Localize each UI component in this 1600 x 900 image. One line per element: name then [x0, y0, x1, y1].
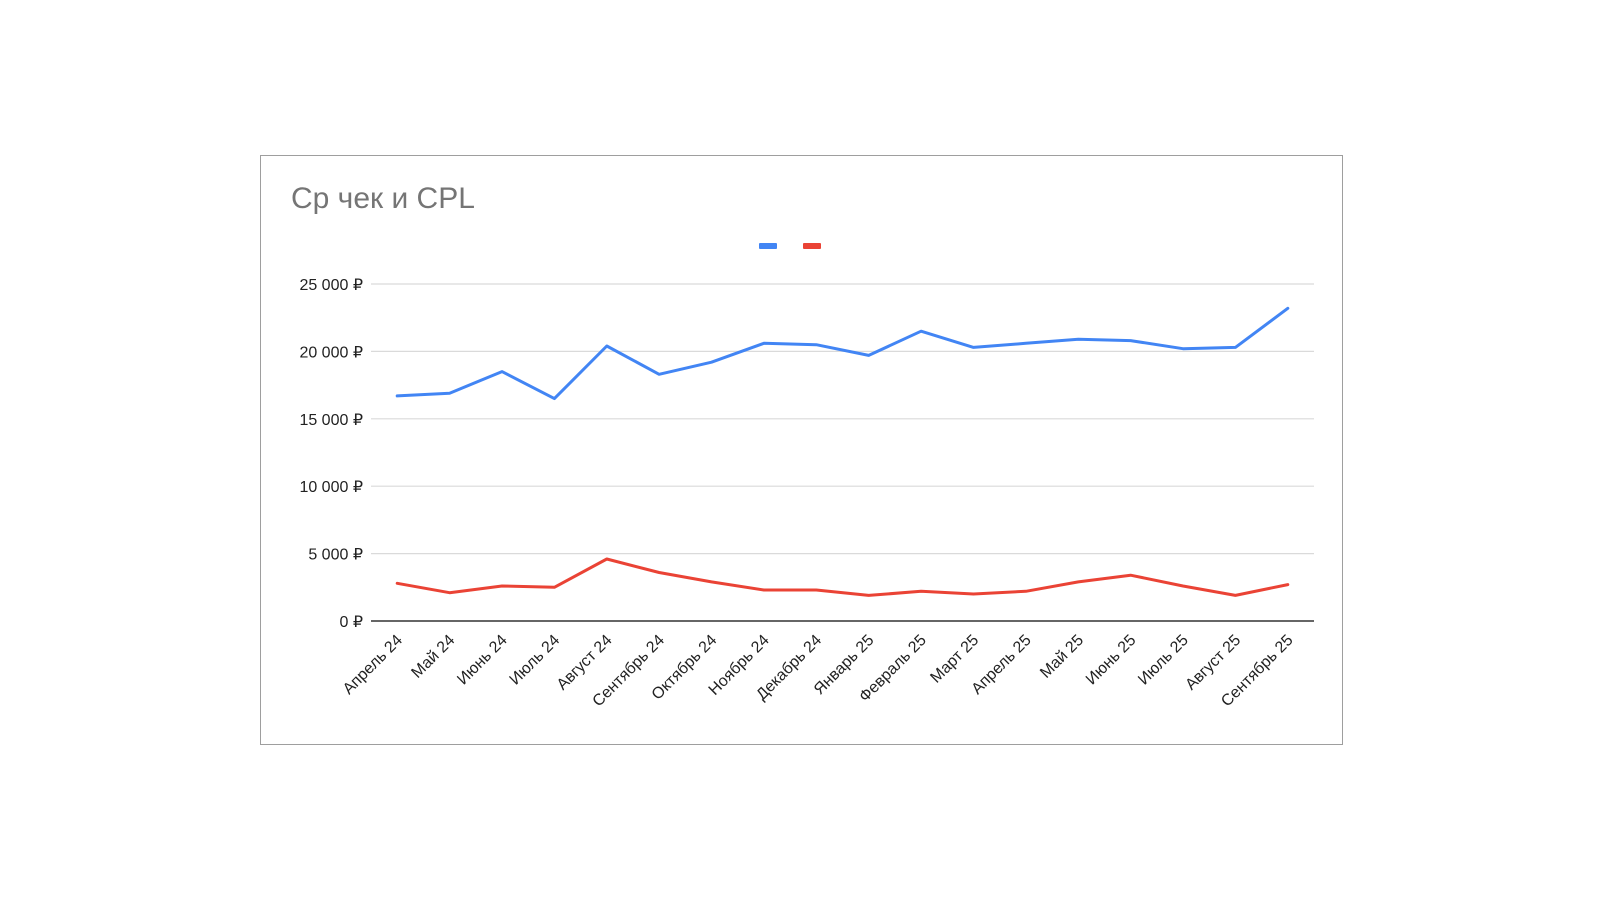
x-tick-label: Март 25	[927, 632, 982, 687]
x-tick-label: Июнь 24	[454, 632, 511, 689]
y-tick-label: 0 ₽	[339, 614, 363, 631]
y-tick-label: 25 000 ₽	[299, 277, 363, 294]
x-tick-label: Апрель 24	[340, 632, 406, 698]
chart-frame: 0 ₽ 5 000 ₽ 10 000 ₽ 15 000 ₽ 20 000 ₽ 25 000…	[260, 155, 1343, 745]
x-tick-label: Июнь 25	[1083, 632, 1140, 689]
x-tick-label: Май 24	[408, 632, 458, 682]
y-tick-label: 10 000 ₽	[299, 479, 363, 496]
y-tick-label: 5 000 ₽	[308, 547, 363, 564]
line-chart: 0 ₽ 5 000 ₽ 10 000 ₽ 15 000 ₽ 20 000 ₽ 25 000…	[299, 243, 1314, 710]
series-line-2	[395, 557, 1290, 597]
series-line-1	[395, 306, 1290, 401]
legend-swatch-1	[759, 243, 777, 249]
x-tick-label: Май 25	[1037, 632, 1087, 682]
chart-title: Ср чек и CPL	[291, 182, 475, 215]
y-tick-label: 15 000 ₽	[299, 412, 363, 429]
legend-swatch-2	[803, 243, 821, 249]
y-tick-label: 20 000 ₽	[299, 344, 363, 361]
